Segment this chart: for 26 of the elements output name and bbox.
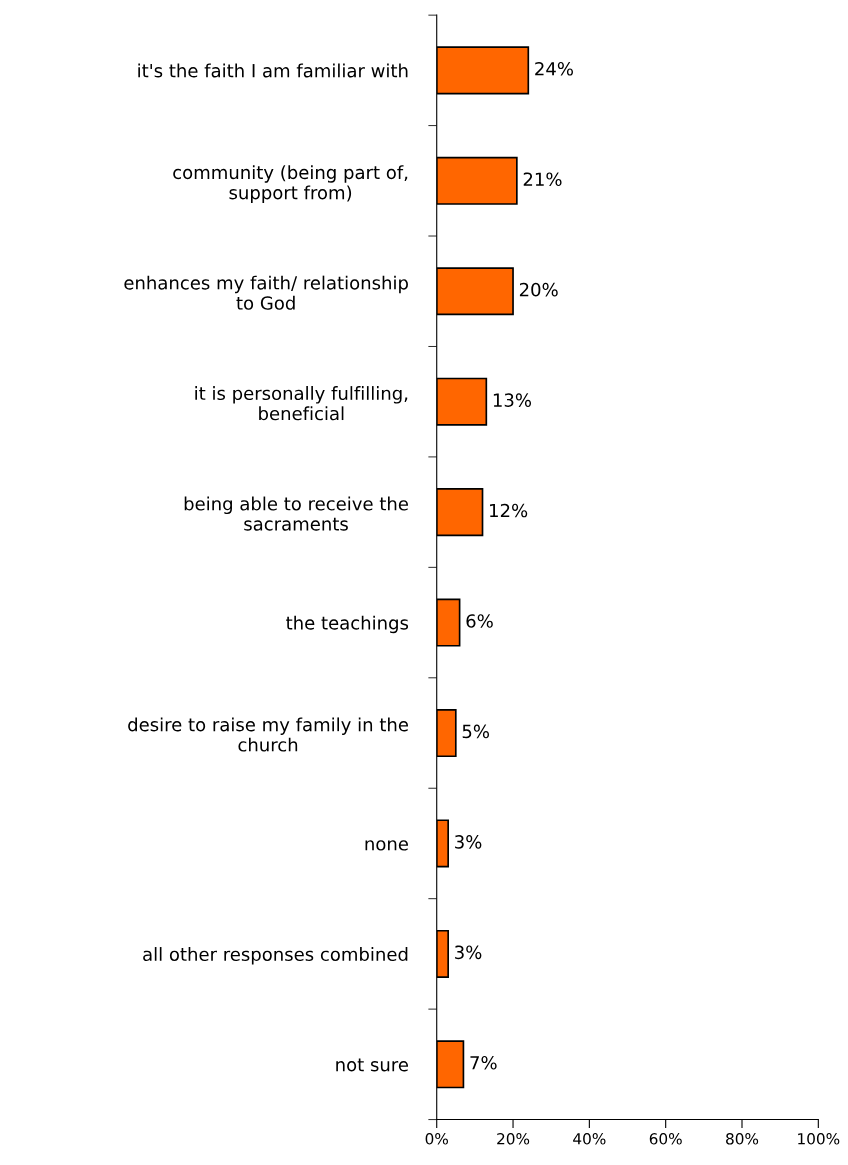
data-label: 13%: [493, 393, 532, 407]
data-label: 20%: [519, 282, 558, 297]
y-tick-label: desire to raise my family in the church: [128, 717, 408, 752]
data-label: 12%: [490, 503, 528, 518]
x-tick-label: 20%: [497, 1133, 530, 1145]
x-tick-label: 40%: [573, 1133, 606, 1145]
y-tick-label: it is personally fulfilling, beneficial: [195, 386, 408, 421]
data-label: 3%: [455, 945, 482, 960]
x-tick-label: 60%: [649, 1133, 682, 1145]
data-label: 21%: [523, 172, 562, 187]
x-tick-label: 80%: [726, 1133, 759, 1145]
y-tick-label: not sure: [336, 1058, 408, 1072]
y-tick-label: it's the faith I am familiar with: [138, 63, 408, 78]
data-label: 6%: [466, 614, 493, 628]
y-tick-label: being able to receive the sacraments: [184, 496, 408, 531]
y-tick-label: none: [365, 840, 408, 851]
x-tick-label: 0%: [425, 1133, 448, 1145]
data-label: 3%: [455, 835, 482, 849]
y-tick-label: enhances my faith/ relationship to God: [124, 275, 408, 310]
y-tick-label: the teachings: [286, 615, 409, 634]
y-tick-label: community (being part of, support from): [173, 165, 408, 203]
x-tick-label: 100%: [798, 1133, 840, 1145]
data-label: 5%: [462, 724, 489, 739]
data-label: 7%: [470, 1055, 497, 1070]
data-label: 24%: [535, 61, 573, 76]
y-tick-label: all other responses combined: [143, 947, 408, 965]
